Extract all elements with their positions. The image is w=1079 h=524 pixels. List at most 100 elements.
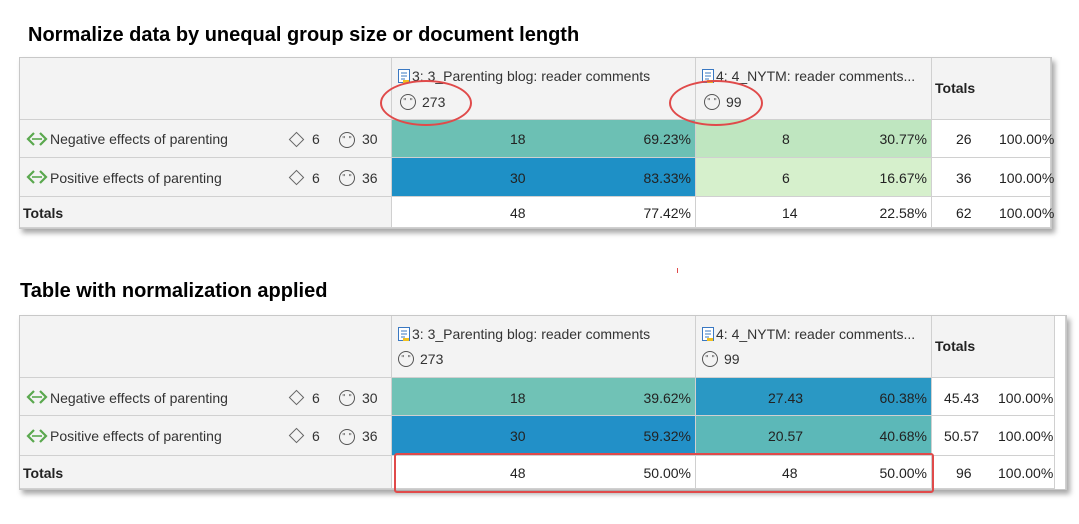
group-diamond-icon [288, 389, 305, 406]
cell-r2-c1[interactable]: 30 59.32% [392, 416, 696, 456]
column-quote-count: 99 [724, 351, 740, 367]
quotation-icon: " " [339, 170, 355, 186]
cell-r1-c2[interactable]: 27.43 60.38% [696, 378, 932, 416]
totals-percent: 50.00% [879, 465, 927, 481]
cell-value: 18 [510, 390, 526, 406]
totals-c2[interactable]: 48 50.00% [696, 456, 932, 489]
totals-row-header[interactable]: Totals [20, 197, 392, 228]
totals-grand[interactable]: 96 100.00% [932, 456, 1055, 489]
group-diamond-icon [288, 131, 305, 148]
cell-value: 8 [782, 131, 790, 147]
cell-r1-total[interactable]: 26 100.00% [932, 120, 1055, 158]
row-label: Negative effects of parenting [50, 390, 228, 406]
row-total: 45.43 [944, 390, 980, 406]
totals-c1[interactable]: 48 50.00% [392, 456, 696, 489]
grand-total: 96 [956, 465, 972, 481]
totals-percent: 22.58% [879, 205, 927, 221]
row-header-negative[interactable]: Negative effects of parenting 6 " " 30 [20, 378, 392, 416]
cell-percent: 60.38% [879, 390, 927, 406]
group-diamond-icon [288, 427, 305, 444]
cell-percent: 59.32% [643, 428, 691, 444]
column-header-label: 3: 3_Parenting blog: reader comments [412, 68, 651, 84]
cell-value: 30 [510, 428, 526, 444]
group-count: 6 [312, 390, 320, 406]
group-diamond-icon [288, 169, 305, 186]
cell-r2-c2[interactable]: 6 16.67% [696, 158, 932, 197]
column-header-totals[interactable]: Totals [932, 316, 1055, 378]
row-total-percent: 100.00% [998, 428, 1054, 444]
quotation-icon: " " [702, 351, 718, 367]
code-icon [26, 429, 48, 443]
cell-r1-c2[interactable]: 8 30.77% [696, 120, 932, 158]
cell-percent: 69.23% [643, 131, 691, 147]
cell-percent: 40.68% [879, 428, 927, 444]
cell-r1-c1[interactable]: 18 69.23% [392, 120, 696, 158]
totals-grand[interactable]: 62 100.00% [932, 197, 1055, 228]
column-header-label: 4: 4_NYTM: reader comments... [716, 326, 916, 342]
cell-value: 6 [782, 170, 790, 186]
row-total-percent: 100.00% [998, 390, 1054, 406]
totals-percent: 77.42% [643, 205, 691, 221]
row-header-negative[interactable]: Negative effects of parenting 6 " " 30 [20, 120, 392, 158]
quotation-icon: " " [339, 390, 355, 406]
grand-total-percent: 100.00% [999, 205, 1055, 221]
quotation-icon: " " [339, 429, 355, 445]
cell-percent: 39.62% [643, 390, 691, 406]
empty-column [1055, 316, 1066, 489]
quote-count: 30 [362, 390, 378, 406]
totals-row-label: Totals [23, 465, 64, 481]
cell-r1-total[interactable]: 45.43 100.00% [932, 378, 1055, 416]
row-total-percent: 100.00% [999, 170, 1055, 186]
cell-percent: 16.67% [879, 170, 927, 186]
row-total: 26 [956, 131, 972, 147]
quote-count: 30 [362, 131, 378, 147]
header-corner [20, 58, 392, 120]
quote-count: 36 [362, 428, 378, 444]
cell-value: 18 [510, 131, 526, 147]
totals-row-label: Totals [23, 205, 64, 221]
code-icon [26, 170, 48, 184]
totals-percent: 50.00% [643, 465, 691, 481]
totals-row-header[interactable]: Totals [20, 456, 392, 489]
column-header-doc-3[interactable]: 3: 3_Parenting blog: reader comments " "… [392, 316, 696, 378]
grand-total: 62 [956, 205, 972, 221]
column-quote-count: 273 [420, 351, 444, 367]
grand-total-percent: 100.00% [998, 465, 1054, 481]
group-count: 6 [312, 170, 320, 186]
quote-count: 36 [362, 170, 378, 186]
row-header-positive[interactable]: Positive effects of parenting 6 " " 36 [20, 158, 392, 197]
cell-r2-c1[interactable]: 30 83.33% [392, 158, 696, 197]
row-total-percent: 100.00% [999, 131, 1055, 147]
row-label: Positive effects of parenting [50, 170, 222, 186]
column-header-label: 3: 3_Parenting blog: reader comments [412, 326, 651, 342]
totals-header-label: Totals [935, 80, 976, 96]
cell-r2-total[interactable]: 50.57 100.00% [932, 416, 1055, 456]
totals-c1[interactable]: 48 77.42% [392, 197, 696, 228]
totals-value: 48 [510, 205, 526, 221]
row-total: 50.57 [944, 428, 980, 444]
totals-value: 14 [782, 205, 798, 221]
cell-r1-c1[interactable]: 18 39.62% [392, 378, 696, 416]
row-label: Positive effects of parenting [50, 428, 222, 444]
column-header-totals[interactable]: Totals [932, 58, 1051, 120]
cell-r2-c2[interactable]: 20.57 40.68% [696, 416, 932, 456]
header-corner [20, 316, 392, 378]
totals-c2[interactable]: 14 22.58% [696, 197, 932, 228]
totals-header-label: Totals [935, 338, 976, 354]
highlight-box-normalized-totals [394, 453, 934, 493]
document-icon [398, 327, 410, 341]
group-count: 6 [312, 131, 320, 147]
column-header-label: 4: 4_NYTM: reader comments... [716, 68, 916, 84]
highlight-circle-count-99 [669, 80, 763, 126]
cell-percent: 83.33% [643, 170, 691, 186]
row-label: Negative effects of parenting [50, 131, 228, 147]
document-icon [702, 327, 714, 341]
cell-value: 30 [510, 170, 526, 186]
row-header-positive[interactable]: Positive effects of parenting 6 " " 36 [20, 416, 392, 456]
crosstab-table-original: 3: 3_Parenting blog: reader comments " "… [19, 57, 1055, 229]
cell-value: 20.57 [768, 428, 804, 444]
cell-r2-total[interactable]: 36 100.00% [932, 158, 1055, 197]
highlight-circle-count-273 [380, 80, 472, 126]
column-header-doc-4[interactable]: 4: 4_NYTM: reader comments... " " 99 [696, 316, 932, 378]
section-title-normalization-applied: Table with normalization applied [20, 280, 328, 302]
